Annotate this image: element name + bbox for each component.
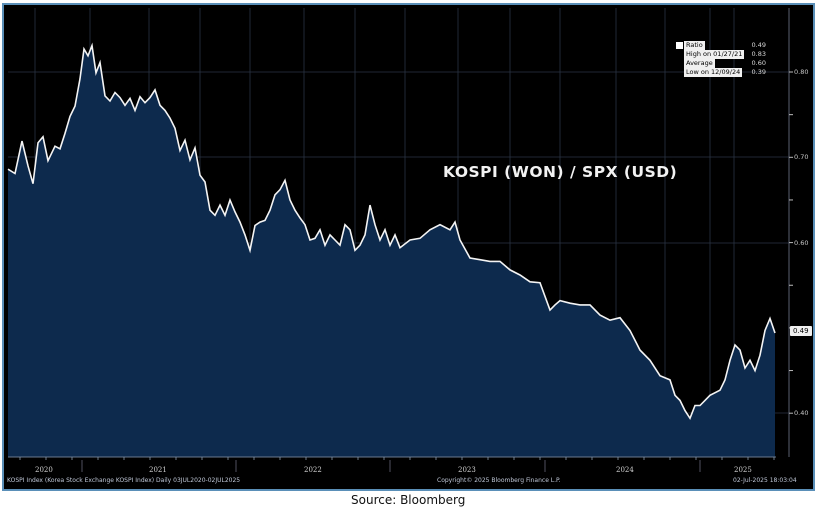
x-label-2023: 2023 <box>458 466 476 474</box>
axis-ticks <box>19 71 793 472</box>
ratio-line <box>7 42 776 421</box>
source-caption: Source: Bloomberg <box>351 493 466 507</box>
y-label-060: 0.60 <box>794 239 809 247</box>
y-label-070: 0.70 <box>794 153 809 161</box>
footer-ticker-info: KOSPI Index (Korea Stock Exchange KOSPI … <box>7 477 241 484</box>
legend-average: Average 0.60 <box>684 59 766 68</box>
y-label-080: 0.80 <box>794 68 809 76</box>
x-label-2021: 2021 <box>149 466 167 474</box>
x-label-2024: 2024 <box>616 466 634 474</box>
footer-timestamp: 02-Jul-2025 18:03:04 <box>733 477 797 484</box>
footer-copyright: Copyright© 2025 Bloomberg Finance L.P. <box>437 477 561 484</box>
legend-swatch-icon <box>676 42 683 49</box>
current-value-label: 0.49 <box>790 326 812 336</box>
chart-title: KOSPI (WON) / SPX (USD) <box>443 163 678 181</box>
legend: Ratio 0.49 High on 01/27/21 0.83 Average… <box>674 41 766 77</box>
ratio-area <box>8 45 775 457</box>
legend-low: Low on 12/09/24 0.39 <box>684 68 766 77</box>
x-label-2022: 2022 <box>304 466 322 474</box>
y-label-040: 0.40 <box>794 409 809 417</box>
legend-high: High on 01/27/21 0.83 <box>684 50 766 59</box>
x-label-2020: 2020 <box>35 466 53 474</box>
x-label-2025: 2025 <box>734 466 752 474</box>
legend-ratio: Ratio 0.49 <box>674 41 766 50</box>
